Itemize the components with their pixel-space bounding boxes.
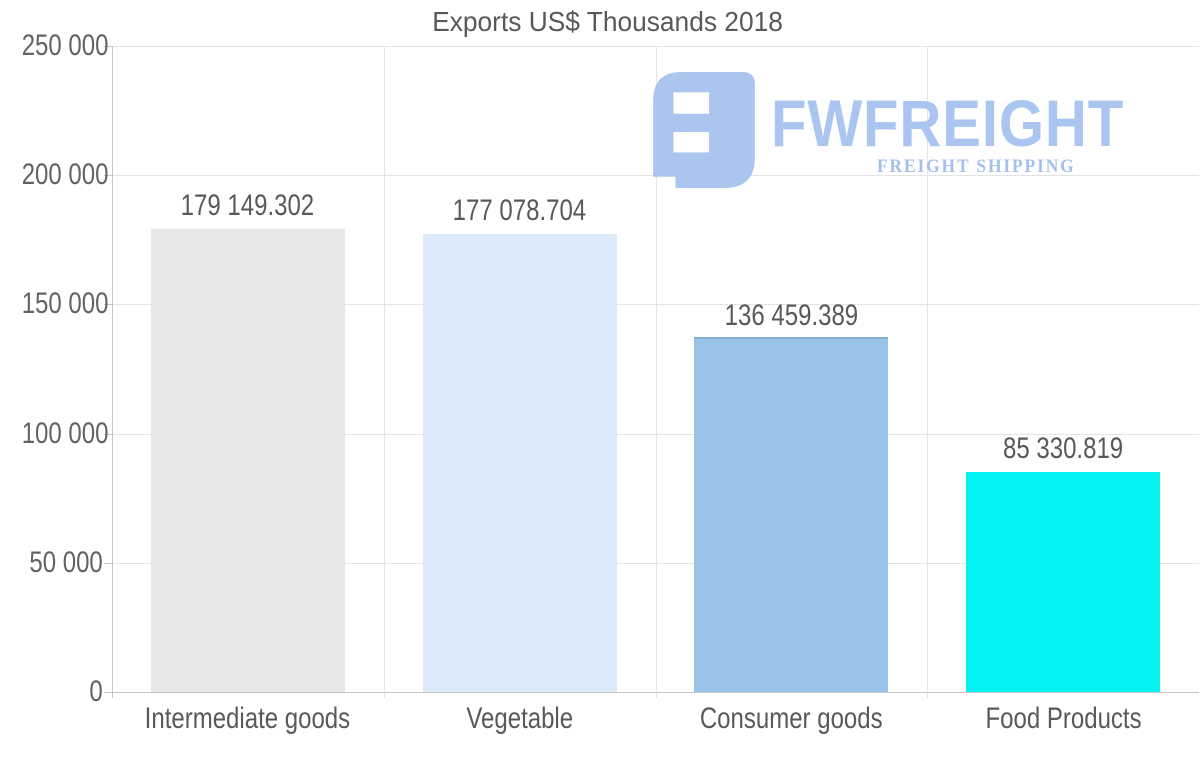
x-axis-label-text: Food Products [985, 702, 1142, 735]
y-axis-tick [104, 175, 112, 177]
y-axis-label-text: 0 [89, 675, 103, 708]
gridline-v [655, 46, 657, 698]
y-axis-label-text: 100 000 [21, 416, 109, 450]
y-axis-tick [104, 304, 112, 306]
x-axis-label-consumer-goods: Consumer goods [651, 702, 931, 736]
y-axis-label-text: 150 000 [21, 287, 109, 321]
bar-value-label: 177 078.704 [380, 195, 660, 227]
x-axis-label-text: Intermediate goods [145, 702, 351, 735]
y-axis-label: 100 000 [0, 417, 109, 451]
watermark-brand: FWFREIGHT [771, 86, 1125, 160]
bar-food-products [966, 471, 1161, 692]
y-axis-label-text: 50 000 [29, 545, 103, 579]
y-axis-tick [104, 692, 112, 693]
y-axis-label: 150 000 [0, 287, 109, 321]
bar-value-text: 85 330.819 [1003, 431, 1124, 465]
y-axis-label: 250 000 [0, 29, 109, 63]
y-axis-label-text: 250 000 [21, 29, 109, 62]
bar-value-text: 177 078.704 [452, 194, 587, 228]
y-axis-label-text: 200 000 [21, 158, 109, 192]
gridline-v [927, 46, 929, 698]
y-axis-label: 50 000 [0, 546, 103, 580]
y-axis-tick [104, 562, 112, 564]
bar-value-label: 85 330.819 [923, 431, 1200, 465]
y-axis-label: 200 000 [0, 158, 109, 192]
chart-title: Exports US$ Thousands 2018 [0, 6, 1200, 38]
bar-vegetable [422, 234, 617, 692]
y-axis-line [112, 46, 113, 698]
y-axis-label: 0 [0, 675, 103, 709]
bar-value-text: 179 149.302 [181, 189, 315, 223]
x-axis-label-text: Vegetable [466, 702, 574, 735]
x-axis-label-food-products: Food Products [923, 702, 1200, 736]
x-axis-label-vegetable: Vegetable [380, 702, 660, 736]
bar-value-label: 179 149.302 [108, 190, 388, 222]
fwfreight-monogram-icon [653, 72, 755, 188]
bar-consumer-goods [694, 337, 889, 692]
y-axis-tick [104, 46, 112, 47]
bar-value-text: 136 459.389 [724, 299, 859, 333]
bar-value-label: 136 459.389 [651, 300, 931, 332]
x-axis-label-intermediate-goods: Intermediate goods [108, 702, 388, 736]
gridline-v [383, 46, 385, 698]
watermark-tagline: FREIGHT SHIPPING [877, 156, 1076, 177]
chart-title-text: Exports US$ Thousands 2018 [432, 6, 784, 37]
x-axis-label-text: Consumer goods [699, 702, 883, 735]
plot-area: 179 149.302 177 078.704 136 459.389 85 330.… [112, 46, 1200, 698]
watermark-logo: FWFREIGHT FREIGHT SHIPPING [653, 70, 1153, 190]
y-axis-tick [104, 433, 112, 435]
bar-intermediate-goods [150, 229, 345, 692]
